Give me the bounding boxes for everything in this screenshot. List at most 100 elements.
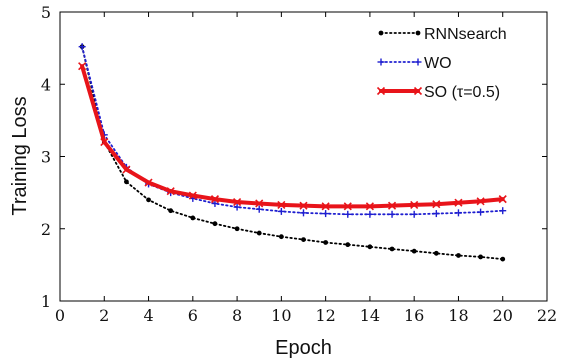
x-tick-label: 20 — [493, 306, 513, 325]
data-point — [411, 248, 417, 254]
x-stroke-b — [387, 201, 397, 210]
data-point — [343, 202, 352, 211]
data-point — [498, 195, 507, 204]
data-point — [456, 253, 461, 258]
x-tick-label: 22 — [537, 306, 557, 325]
data-point — [454, 209, 462, 217]
data-point — [476, 197, 485, 206]
x-stroke-b — [122, 165, 131, 174]
legend-marker — [413, 86, 423, 96]
data-point — [100, 137, 109, 147]
legend-label: SO (τ=0.5) — [424, 84, 500, 101]
data-point — [366, 210, 374, 218]
x-axis-title: Epoch — [275, 337, 332, 359]
data-point — [212, 221, 218, 227]
data-point — [277, 207, 285, 215]
x-stroke-b — [299, 201, 308, 210]
data-point — [277, 200, 286, 209]
data-point — [345, 242, 351, 248]
x-tick-label: 8 — [232, 306, 242, 325]
data-point — [301, 237, 306, 242]
y-tick-label: 5 — [41, 3, 51, 22]
data-point — [432, 200, 441, 209]
x-stroke-b — [413, 86, 423, 96]
x-stroke-b — [210, 195, 220, 204]
x-stroke-b — [100, 137, 109, 147]
data-point — [389, 246, 395, 252]
y-tick-label: 2 — [41, 220, 51, 239]
x-stroke-b — [376, 86, 386, 96]
legend-marker — [414, 58, 422, 66]
x-stroke-b — [277, 200, 286, 209]
data-point — [146, 197, 151, 203]
data-point — [433, 250, 439, 256]
x-tick-label: 2 — [99, 306, 109, 325]
data-point — [278, 234, 284, 240]
data-point — [300, 209, 307, 217]
y-tick-label: 3 — [41, 148, 51, 167]
x-stroke-b — [476, 197, 485, 206]
data-point — [388, 210, 396, 218]
data-point — [256, 230, 262, 236]
x-tick-label: 0 — [55, 306, 65, 325]
data-point — [432, 210, 440, 218]
x-stroke-b — [498, 195, 507, 204]
series-line — [81, 45, 504, 261]
x-tick-label: 10 — [271, 306, 291, 325]
legend-marker — [377, 58, 385, 66]
x-stroke-b — [78, 62, 87, 71]
data-point — [188, 191, 197, 200]
x-stroke-b — [365, 202, 374, 211]
x-stroke-b — [454, 198, 463, 207]
data-point — [477, 208, 485, 216]
data-point — [322, 210, 330, 218]
x-stroke-b — [432, 200, 441, 209]
series-layer — [78, 43, 507, 262]
y-tick-label: 1 — [41, 292, 51, 311]
x-stroke-b — [166, 187, 175, 196]
legend-marker — [376, 86, 386, 96]
data-point — [144, 178, 153, 187]
x-tick-label: 18 — [448, 306, 468, 325]
data-point — [168, 208, 174, 214]
legend-label: WO — [424, 55, 452, 72]
data-point — [210, 195, 220, 204]
data-point — [367, 244, 373, 250]
data-point — [500, 256, 506, 262]
series-line — [80, 64, 505, 209]
data-point — [499, 207, 507, 215]
x-stroke-b — [144, 178, 153, 187]
data-point — [78, 62, 87, 71]
data-point — [478, 254, 483, 260]
x-stroke-b — [255, 199, 264, 208]
x-stroke-b — [321, 202, 330, 211]
series-so — [78, 62, 507, 211]
x-stroke-b — [410, 200, 419, 209]
legend-label: RNNsearch — [424, 26, 507, 43]
data-point — [410, 200, 419, 209]
y-axis-title: Training Loss — [9, 96, 31, 215]
data-point — [323, 240, 329, 245]
x-stroke-b — [233, 197, 242, 207]
x-tick-label: 6 — [188, 306, 198, 325]
legend-marker — [378, 30, 384, 36]
data-point — [255, 199, 264, 208]
x-tick-label: 12 — [315, 306, 335, 325]
data-point — [122, 165, 131, 174]
data-point — [190, 215, 196, 221]
plot-frame — [59, 11, 548, 302]
data-point — [410, 210, 418, 218]
data-point — [387, 201, 397, 210]
data-point — [234, 226, 240, 232]
data-point — [166, 187, 175, 196]
data-point — [78, 43, 86, 51]
legend-marker — [415, 30, 421, 36]
x-stroke-b — [188, 191, 197, 200]
data-point — [344, 210, 352, 218]
series-rnnsearch — [79, 44, 506, 262]
data-point — [233, 203, 241, 211]
legend: RNNsearch WO SO (τ=0.5) — [376, 26, 507, 101]
y-tick-label: 4 — [41, 75, 51, 94]
